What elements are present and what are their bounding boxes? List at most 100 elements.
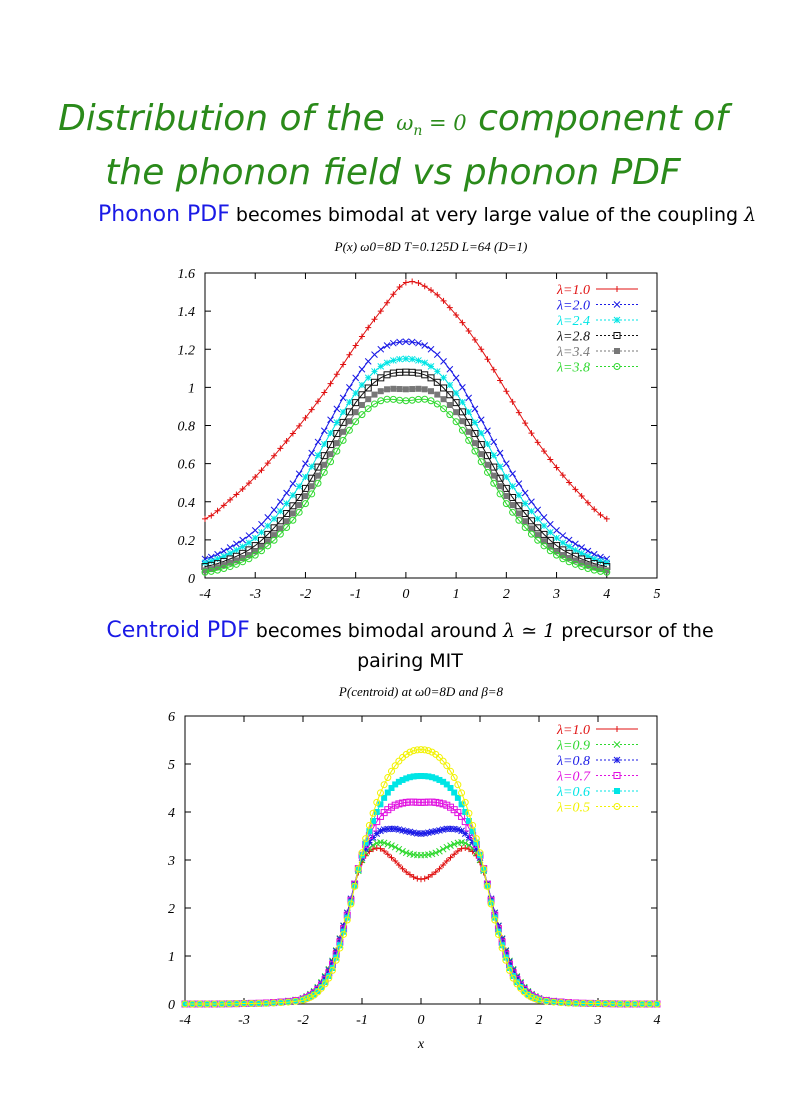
point-marker (371, 391, 378, 398)
point-marker (546, 520, 554, 528)
point-marker (264, 522, 272, 530)
title-math-rest: = 0 (422, 111, 467, 135)
point-marker (484, 427, 491, 435)
point-marker (443, 801, 451, 809)
point-marker (465, 408, 473, 416)
point-marker (327, 429, 334, 437)
point-marker (443, 781, 450, 788)
point-marker (425, 829, 432, 837)
point-marker (283, 523, 291, 531)
point-marker (391, 825, 399, 833)
point-marker (447, 803, 454, 811)
x-tick-label: -1 (350, 587, 362, 602)
point-marker (227, 559, 234, 566)
point-marker (270, 515, 278, 523)
point-marker (264, 514, 272, 521)
legend-label: λ=0.9 (556, 739, 590, 754)
point-marker (245, 552, 252, 559)
legend-label: λ=1.0 (556, 723, 590, 738)
point-marker (181, 1000, 189, 1008)
point-marker (451, 851, 458, 858)
x-tick-label: 4 (654, 1013, 661, 1028)
point-marker (461, 830, 469, 837)
point-marker (487, 900, 495, 908)
point-marker (421, 359, 429, 367)
y-tick-label: 5 (168, 758, 175, 773)
point-marker (540, 522, 548, 530)
slide-title: Distribution of the ωn = 0 component of … (0, 98, 786, 194)
point-marker (494, 930, 502, 938)
point-marker (521, 489, 529, 497)
point-marker (352, 418, 360, 426)
point-marker (202, 567, 208, 574)
point-marker (333, 419, 341, 426)
point-marker (439, 826, 447, 833)
x-tick-label: 5 (654, 587, 661, 602)
point-marker (410, 873, 417, 880)
point-marker (340, 930, 348, 938)
y-tick-label: 3 (167, 854, 175, 869)
point-marker (480, 865, 488, 873)
point-marker (392, 781, 399, 788)
title-math: ωn = 0 (396, 111, 467, 139)
point-marker (496, 474, 504, 482)
x-tick-label: 3 (594, 1013, 602, 1028)
point-marker (597, 511, 604, 518)
point-marker (616, 1000, 624, 1008)
point-marker (521, 523, 529, 531)
y-tick-label: 1 (188, 381, 195, 396)
point-marker (346, 398, 353, 406)
x-tick-label: 0 (402, 587, 409, 602)
point-marker (276, 530, 284, 538)
point-marker (458, 845, 465, 852)
point-marker (436, 847, 443, 855)
y-tick-label: 1.4 (178, 305, 196, 320)
point-marker (478, 346, 485, 353)
point-marker (433, 378, 441, 386)
point-marker (226, 563, 234, 571)
point-marker (371, 378, 378, 386)
point-marker (559, 555, 567, 563)
point-marker (395, 778, 402, 785)
point-marker (296, 502, 303, 509)
point-marker (402, 750, 410, 758)
point-marker (409, 386, 416, 393)
point-marker (477, 458, 485, 466)
point-marker (362, 845, 370, 853)
point-marker (471, 405, 479, 413)
point-marker (388, 767, 395, 775)
point-marker (603, 515, 610, 522)
point-marker (446, 365, 454, 373)
title-math-omega: ω (396, 111, 414, 135)
point-marker (364, 405, 372, 413)
point-marker (403, 869, 410, 875)
point-marker (450, 774, 458, 782)
point-marker (295, 508, 303, 516)
point-marker (447, 825, 454, 833)
point-marker (465, 428, 472, 435)
point-marker (547, 543, 554, 550)
point-marker (352, 389, 360, 397)
point-marker (264, 538, 271, 545)
series-5 (202, 385, 610, 574)
point-marker (390, 385, 397, 392)
point-marker (490, 438, 498, 446)
point-marker (377, 345, 385, 353)
point-marker (415, 385, 422, 392)
point-marker (384, 806, 392, 814)
point-marker (239, 536, 247, 544)
y-tick-label: 0 (188, 572, 195, 587)
point-marker (578, 559, 585, 566)
point-marker (358, 381, 366, 389)
point-marker (369, 841, 377, 849)
centroid-caption-highlight: Centroid PDF (106, 618, 250, 643)
point-marker (509, 398, 516, 405)
point-marker (418, 773, 424, 779)
point-marker (540, 542, 548, 550)
point-marker (614, 788, 620, 794)
point-marker (613, 803, 621, 810)
point-marker (333, 447, 341, 455)
point-marker (413, 829, 421, 837)
point-marker (509, 502, 516, 509)
